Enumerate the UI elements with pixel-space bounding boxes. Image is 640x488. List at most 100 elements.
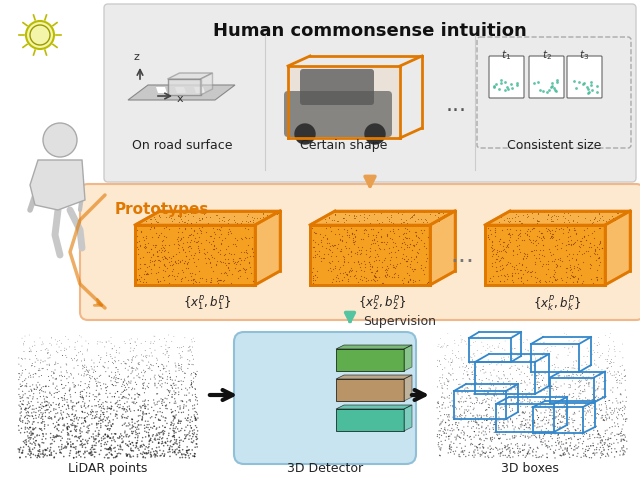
Point — [511, 432, 521, 440]
Point — [469, 349, 479, 357]
Point — [532, 239, 543, 246]
Point — [486, 359, 497, 367]
Point — [382, 262, 392, 269]
Point — [31, 405, 42, 412]
Point — [589, 395, 599, 403]
Point — [562, 372, 572, 380]
Point — [597, 366, 607, 374]
Point — [531, 254, 541, 262]
Point — [42, 401, 52, 409]
Point — [499, 246, 509, 254]
Point — [474, 416, 484, 424]
Point — [432, 432, 442, 440]
Point — [70, 444, 80, 451]
Point — [562, 393, 572, 401]
Point — [534, 370, 545, 378]
Point — [100, 398, 111, 406]
Point — [133, 359, 143, 367]
Point — [472, 395, 483, 403]
Point — [120, 419, 131, 427]
Point — [161, 233, 171, 241]
Point — [438, 366, 448, 373]
Point — [530, 268, 540, 276]
Point — [470, 337, 481, 345]
Point — [171, 437, 181, 445]
Point — [609, 338, 619, 346]
Point — [612, 397, 622, 405]
Point — [58, 422, 68, 429]
Point — [477, 443, 488, 451]
Point — [316, 254, 326, 262]
Point — [502, 260, 512, 268]
Point — [246, 245, 257, 253]
Point — [529, 431, 540, 439]
Point — [163, 437, 173, 445]
Point — [609, 407, 620, 415]
Point — [224, 225, 234, 233]
Point — [371, 273, 381, 281]
Point — [162, 395, 172, 403]
Point — [168, 433, 178, 441]
Point — [42, 361, 52, 368]
Point — [560, 397, 570, 405]
Point — [591, 422, 602, 430]
Point — [563, 364, 573, 371]
Point — [150, 241, 161, 248]
Point — [40, 412, 51, 420]
Point — [49, 393, 60, 401]
Point — [548, 217, 558, 225]
Point — [467, 363, 477, 371]
Point — [409, 211, 419, 219]
Point — [550, 275, 561, 283]
Point — [90, 396, 100, 404]
Point — [570, 337, 580, 345]
Point — [37, 419, 47, 427]
Point — [102, 438, 113, 446]
Point — [466, 440, 476, 447]
Point — [607, 407, 617, 414]
Point — [568, 240, 579, 247]
Point — [576, 240, 586, 248]
Point — [458, 360, 468, 367]
Point — [532, 407, 542, 415]
Point — [179, 403, 189, 411]
Point — [490, 245, 500, 253]
Point — [132, 423, 143, 431]
Point — [162, 420, 172, 427]
Point — [14, 448, 24, 456]
Point — [192, 443, 202, 451]
Point — [164, 446, 174, 453]
Point — [511, 399, 522, 407]
Point — [620, 376, 630, 384]
Point — [186, 220, 196, 227]
Point — [555, 451, 565, 459]
Point — [529, 416, 540, 424]
Point — [515, 232, 525, 240]
Point — [515, 229, 525, 237]
Point — [567, 377, 577, 385]
Point — [135, 254, 145, 262]
Point — [74, 451, 84, 459]
Point — [160, 402, 170, 410]
Point — [552, 261, 562, 268]
Point — [218, 220, 228, 228]
Point — [557, 429, 568, 437]
Point — [593, 385, 603, 392]
Point — [121, 450, 131, 458]
Point — [77, 350, 88, 358]
Point — [445, 448, 456, 456]
Point — [561, 406, 571, 413]
Point — [360, 263, 370, 271]
Point — [593, 341, 603, 349]
Point — [444, 391, 454, 399]
Point — [26, 373, 36, 381]
Point — [127, 394, 137, 402]
Point — [76, 371, 86, 379]
Point — [493, 374, 504, 382]
Point — [193, 414, 203, 422]
Point — [191, 433, 202, 441]
Point — [41, 402, 51, 409]
Point — [104, 445, 114, 453]
Polygon shape — [175, 87, 186, 93]
Point — [160, 417, 170, 425]
